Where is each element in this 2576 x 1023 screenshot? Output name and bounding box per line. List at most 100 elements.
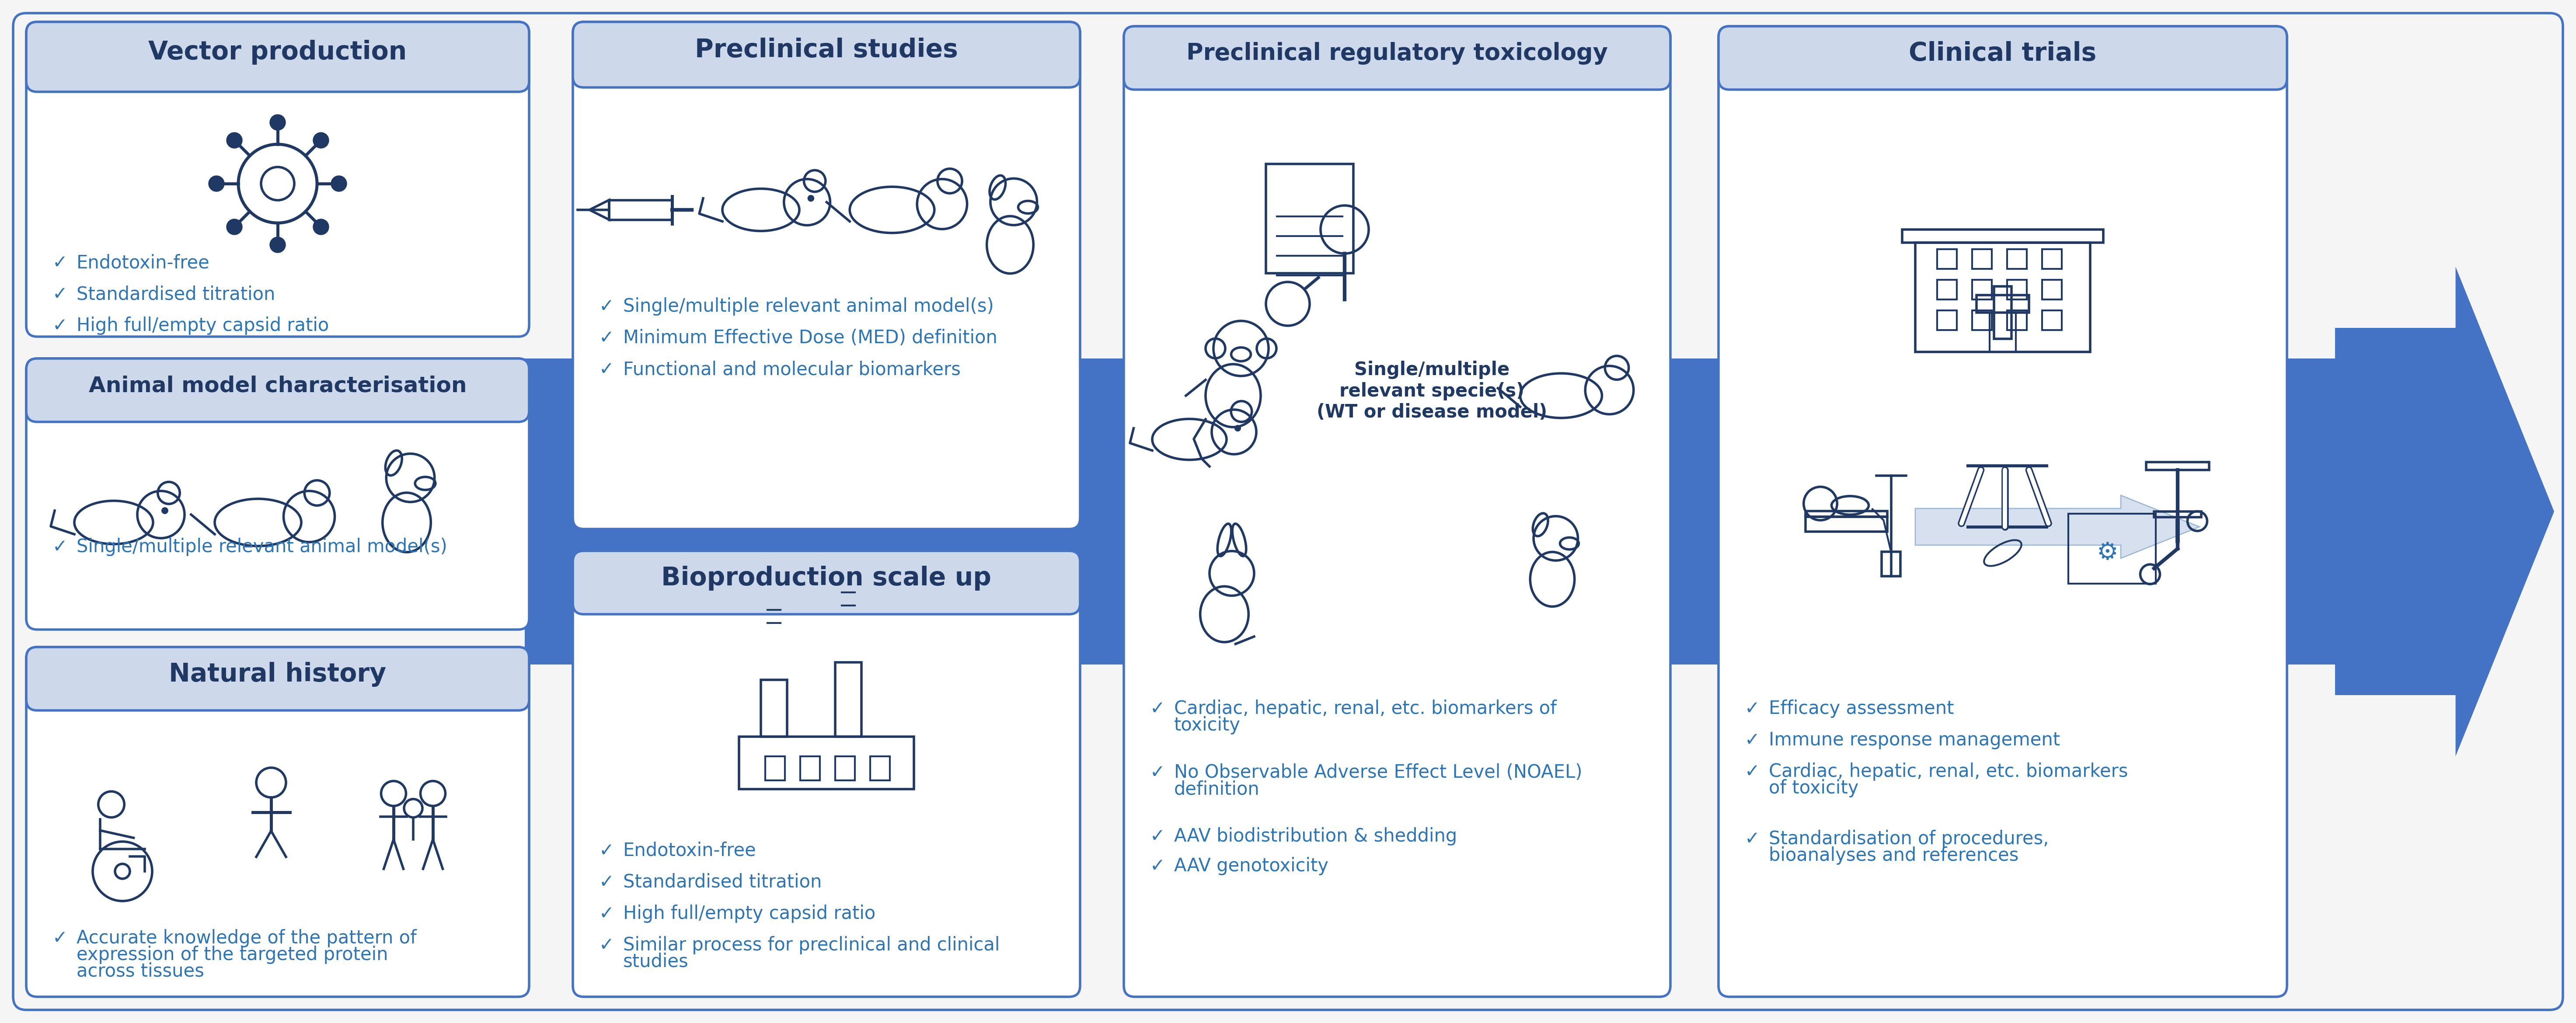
Text: AAV genotoxicity: AAV genotoxicity [1175, 857, 1329, 876]
Text: Single/multiple relevant animal model(s): Single/multiple relevant animal model(s) [77, 538, 448, 557]
Bar [1806, 517, 1888, 531]
FancyBboxPatch shape [26, 358, 528, 629]
Polygon shape [2334, 267, 2555, 756]
Bar [1976, 295, 2030, 313]
Text: ✓: ✓ [1149, 857, 1164, 876]
FancyBboxPatch shape [26, 21, 528, 337]
Text: ✓: ✓ [1744, 830, 1759, 848]
Text: ✓: ✓ [600, 936, 613, 954]
Text: Single/multiple relevant animal model(s): Single/multiple relevant animal model(s) [623, 298, 994, 316]
Text: ⚙: ⚙ [2097, 541, 2117, 565]
FancyBboxPatch shape [1718, 27, 2287, 996]
Text: Animal model characterisation: Animal model characterisation [88, 375, 466, 396]
Text: Natural history: Natural history [170, 662, 386, 686]
Text: AAV biodistribution & shedding: AAV biodistribution & shedding [1175, 828, 1458, 845]
Text: ✓: ✓ [1744, 700, 1759, 718]
Bar [1806, 510, 1888, 517]
FancyBboxPatch shape [572, 21, 1079, 87]
Circle shape [227, 132, 242, 148]
Bar [1937, 310, 1958, 330]
Text: ✓: ✓ [1149, 700, 1164, 718]
Bar [1265, 164, 1352, 273]
Circle shape [314, 219, 330, 234]
Text: Similar process for preclinical and clinical: Similar process for preclinical and clin… [623, 936, 999, 954]
Text: ✓: ✓ [600, 298, 613, 316]
Text: ✓: ✓ [1149, 763, 1164, 782]
Text: ✓: ✓ [1744, 731, 1759, 749]
Text: Immune response management: Immune response management [1770, 731, 2061, 749]
Circle shape [1234, 426, 1242, 431]
Bar [871, 756, 889, 781]
Bar [1973, 280, 1991, 300]
Text: No Observable Adverse Effect Level (NOAEL): No Observable Adverse Effect Level (NOAE… [1175, 763, 1582, 782]
Bar [1973, 310, 1991, 330]
Circle shape [270, 237, 286, 253]
Text: ✓: ✓ [600, 842, 613, 860]
Text: ✓: ✓ [52, 538, 67, 557]
FancyBboxPatch shape [26, 358, 528, 421]
Text: Standardised titration: Standardised titration [77, 285, 276, 304]
Bar [801, 756, 819, 781]
Text: Preclinical studies: Preclinical studies [696, 38, 958, 62]
Text: Endotoxin-free: Endotoxin-free [77, 254, 209, 272]
FancyBboxPatch shape [572, 21, 1079, 529]
Text: Accurate knowledge of the pattern of: Accurate knowledge of the pattern of [77, 929, 417, 947]
Text: ✓: ✓ [52, 285, 67, 304]
Text: across tissues: across tissues [77, 963, 204, 981]
Text: Preclinical regulatory toxicology: Preclinical regulatory toxicology [1188, 42, 1607, 64]
Bar [2154, 512, 2202, 518]
Text: High full/empty capsid ratio: High full/empty capsid ratio [623, 904, 876, 923]
Bar [1989, 313, 2017, 352]
Bar [608, 201, 672, 220]
Bar [526, 358, 2445, 665]
Text: Functional and molecular biomarkers: Functional and molecular biomarkers [623, 360, 961, 379]
Bar [1937, 280, 1958, 300]
Text: bioanalyses and references: bioanalyses and references [1770, 846, 2020, 864]
Bar [2007, 280, 2027, 300]
Text: ✓: ✓ [52, 316, 67, 335]
Bar [1880, 551, 1901, 576]
Bar [2043, 310, 2061, 330]
Bar [760, 680, 788, 737]
Bar [2007, 250, 2027, 269]
Text: Cardiac, hepatic, renal, etc. biomarkers: Cardiac, hepatic, renal, etc. biomarkers [1770, 762, 2128, 781]
Bar [2043, 280, 2061, 300]
Text: of toxicity: of toxicity [1770, 780, 1860, 797]
FancyBboxPatch shape [572, 550, 1079, 996]
Text: Cardiac, hepatic, renal, etc. biomarkers of: Cardiac, hepatic, renal, etc. biomarkers… [1175, 700, 1556, 718]
Bar [1917, 242, 2089, 352]
FancyBboxPatch shape [13, 13, 2563, 1010]
Bar [1973, 250, 1991, 269]
FancyBboxPatch shape [26, 647, 528, 710]
Circle shape [162, 507, 167, 514]
Text: ✓: ✓ [600, 360, 613, 379]
Bar [2069, 514, 2156, 584]
Bar [2007, 310, 2027, 330]
Text: Endotoxin-free: Endotoxin-free [623, 842, 757, 860]
Text: Single/multiple
relevant specie(s)
(WT or disease model): Single/multiple relevant specie(s) (WT o… [1316, 361, 1548, 421]
Polygon shape [1917, 495, 2200, 559]
FancyBboxPatch shape [26, 21, 528, 92]
Text: ✓: ✓ [1149, 828, 1164, 845]
Bar [765, 756, 786, 781]
Circle shape [209, 176, 224, 191]
Text: High full/empty capsid ratio: High full/empty capsid ratio [77, 316, 330, 335]
Text: Standardised titration: Standardised titration [623, 873, 822, 891]
Text: ✓: ✓ [600, 873, 613, 891]
FancyBboxPatch shape [1718, 27, 2287, 90]
FancyBboxPatch shape [1123, 27, 1669, 90]
Text: studies: studies [623, 952, 688, 971]
Circle shape [314, 132, 330, 148]
Text: definition: definition [1175, 780, 1260, 798]
Text: Vector production: Vector production [149, 40, 407, 64]
Text: Bioproduction scale up: Bioproduction scale up [662, 566, 992, 590]
FancyBboxPatch shape [1123, 27, 1669, 996]
Circle shape [270, 115, 286, 130]
Bar [1937, 250, 1958, 269]
Text: ✓: ✓ [52, 929, 67, 947]
Text: Clinical trials: Clinical trials [1909, 41, 2097, 66]
Circle shape [809, 195, 814, 202]
Bar [835, 756, 855, 781]
Bar [1994, 286, 2012, 339]
Text: ✓: ✓ [52, 254, 67, 272]
